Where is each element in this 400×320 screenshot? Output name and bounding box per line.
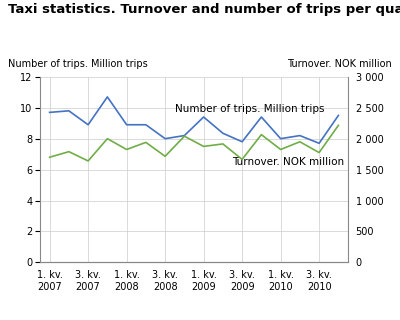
Text: Number of trips. Million trips: Number of trips. Million trips bbox=[8, 59, 148, 69]
Text: Turnover. NOK million: Turnover. NOK million bbox=[287, 59, 392, 69]
Text: Turnover. NOK million: Turnover. NOK million bbox=[232, 157, 345, 167]
Text: Number of trips. Million trips: Number of trips. Million trips bbox=[175, 104, 324, 114]
Text: Taxi statistics. Turnover and number of trips per quarter: Taxi statistics. Turnover and number of … bbox=[8, 3, 400, 16]
